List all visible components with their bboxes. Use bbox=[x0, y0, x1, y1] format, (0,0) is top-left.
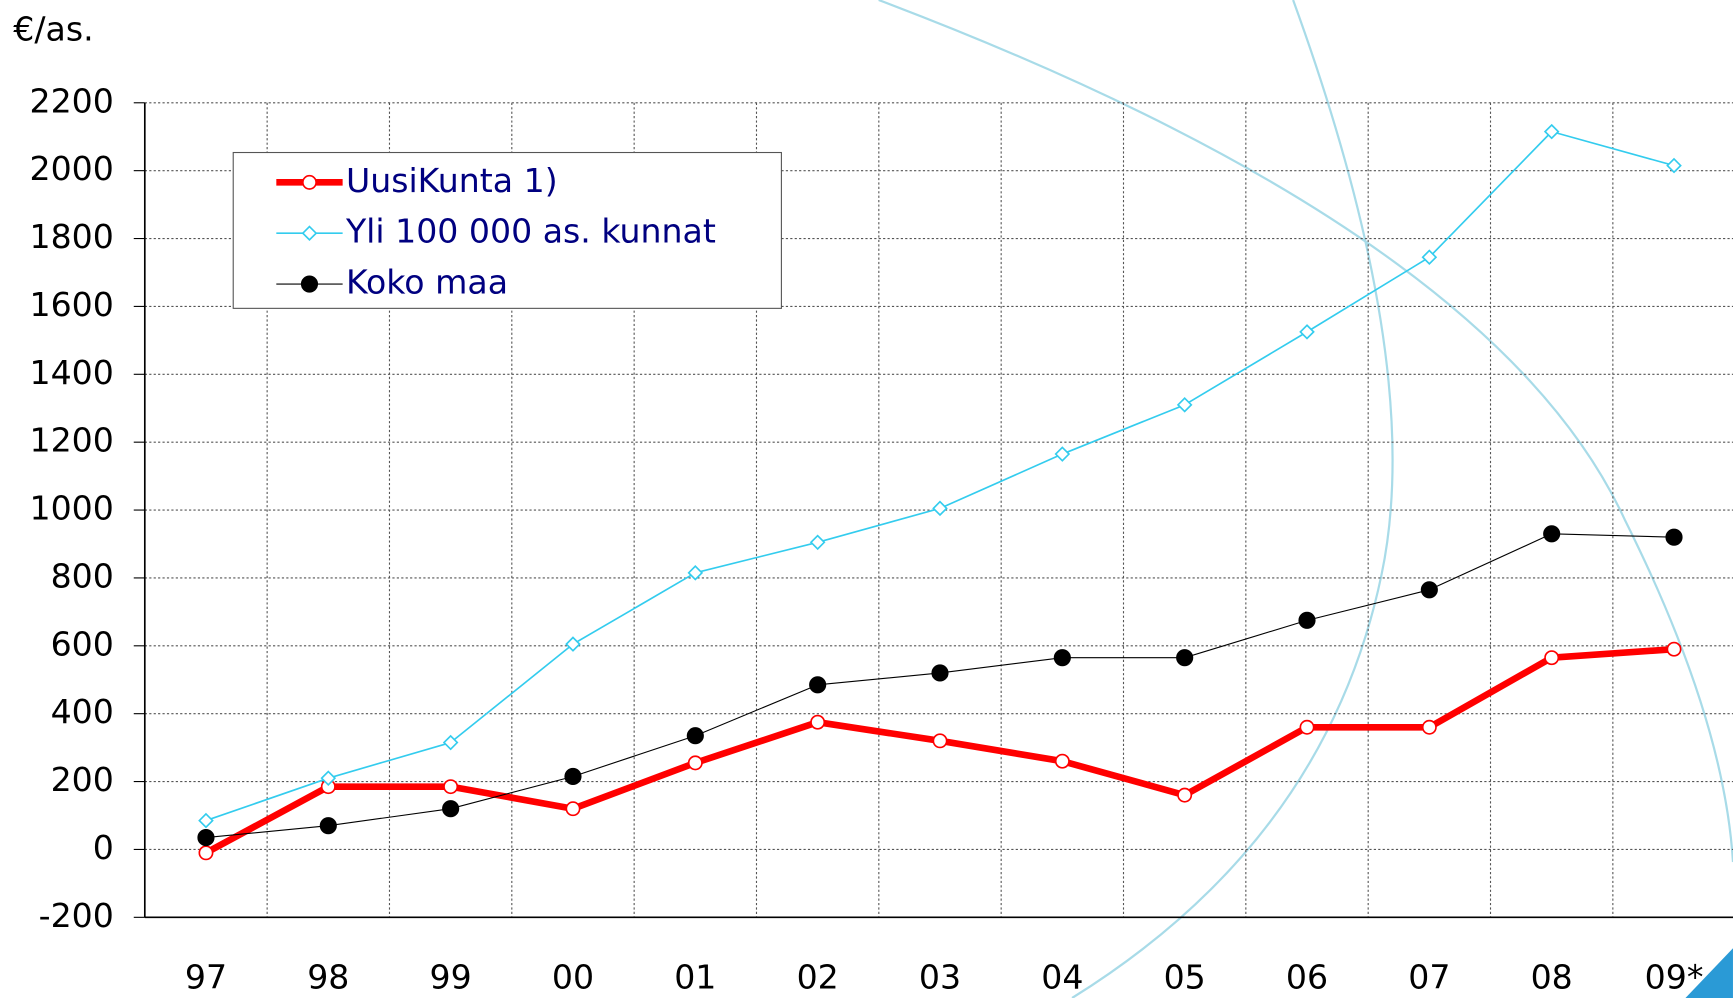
x-tick-label: 01 bbox=[674, 958, 716, 997]
y-tick-label: 600 bbox=[51, 624, 114, 663]
y-tick-label: 1000 bbox=[30, 489, 114, 528]
x-tick-label: 03 bbox=[919, 958, 961, 997]
y-tick-label: 400 bbox=[51, 692, 114, 731]
legend-label: Yli 100 000 as. kunnat bbox=[345, 212, 716, 251]
marker bbox=[442, 800, 460, 818]
x-tick-label: 98 bbox=[307, 958, 349, 997]
legend-label: UusiKunta 1) bbox=[346, 161, 558, 200]
marker bbox=[932, 733, 948, 749]
y-tick-label: 0 bbox=[93, 828, 114, 867]
x-tick-label: 07 bbox=[1408, 958, 1450, 997]
y-tick-label: 1400 bbox=[30, 353, 114, 392]
x-tick-label: 06 bbox=[1286, 958, 1328, 997]
y-tick-label: 1800 bbox=[30, 217, 114, 256]
marker bbox=[1053, 649, 1071, 667]
x-tick-label: 09* bbox=[1645, 958, 1704, 997]
legend: UusiKunta 1) Yli 100 000 as. kunnat Koko m… bbox=[276, 161, 716, 302]
marker bbox=[1299, 324, 1315, 340]
marker bbox=[1176, 397, 1193, 413]
marker bbox=[319, 817, 337, 835]
marker bbox=[198, 845, 214, 861]
x-tick-label: 05 bbox=[1164, 958, 1206, 997]
marker bbox=[198, 812, 214, 829]
marker bbox=[1666, 641, 1682, 657]
legend-marker bbox=[301, 225, 318, 242]
x-tick-label: 99 bbox=[430, 958, 472, 997]
y-tick-label: 1200 bbox=[30, 421, 114, 460]
marker bbox=[809, 676, 827, 694]
marker bbox=[1176, 649, 1194, 667]
marker bbox=[687, 565, 704, 581]
marker bbox=[686, 727, 704, 745]
legend-label: Koko maa bbox=[346, 263, 508, 302]
marker bbox=[1420, 581, 1438, 599]
marker bbox=[1666, 157, 1682, 174]
legend-box bbox=[232, 151, 782, 309]
y-tick-label: 1600 bbox=[30, 285, 114, 324]
x-tick-label: 04 bbox=[1041, 958, 1083, 997]
series-line bbox=[205, 533, 1675, 839]
marker bbox=[565, 801, 581, 817]
y-tick-label: 2000 bbox=[30, 149, 114, 188]
marker bbox=[1421, 719, 1437, 735]
marker bbox=[1543, 525, 1561, 543]
marker bbox=[443, 779, 459, 795]
marker bbox=[1177, 787, 1193, 803]
x-tick-label: 02 bbox=[797, 958, 839, 997]
y-tick-label: 800 bbox=[51, 556, 114, 595]
marker bbox=[1298, 611, 1316, 629]
marker bbox=[1299, 719, 1315, 735]
marker bbox=[1054, 753, 1070, 769]
marker bbox=[1544, 650, 1560, 666]
marker bbox=[565, 636, 581, 652]
x-tick-label: 00 bbox=[552, 958, 594, 997]
marker bbox=[197, 828, 215, 847]
x-tick-label: 08 bbox=[1531, 958, 1573, 997]
marker bbox=[931, 664, 949, 682]
marker bbox=[687, 755, 703, 771]
marker bbox=[564, 767, 582, 786]
x-tick-label: 97 bbox=[185, 958, 227, 997]
marker bbox=[1421, 249, 1438, 266]
marker bbox=[1054, 446, 1071, 462]
decoration bbox=[878, 0, 1733, 998]
marker bbox=[932, 500, 948, 517]
marker bbox=[1665, 528, 1683, 546]
legend-marker bbox=[300, 275, 319, 293]
legend-marker bbox=[302, 174, 317, 190]
y-tick-label: 200 bbox=[51, 760, 114, 799]
marker bbox=[442, 734, 459, 751]
marker bbox=[320, 770, 337, 786]
marker bbox=[810, 714, 826, 730]
marker bbox=[809, 534, 826, 551]
y-tick-label: -200 bbox=[39, 896, 114, 935]
y-tick-label: 2200 bbox=[30, 81, 114, 120]
y-axis-label: €/as. bbox=[13, 9, 93, 48]
marker bbox=[1543, 123, 1560, 140]
plot-area: -200020040060080010001200140016001800200… bbox=[30, 81, 1733, 997]
corner-decoration bbox=[1685, 948, 1733, 998]
